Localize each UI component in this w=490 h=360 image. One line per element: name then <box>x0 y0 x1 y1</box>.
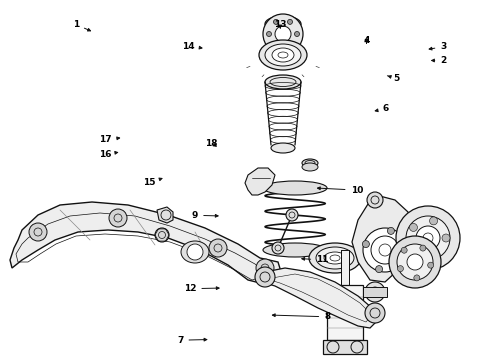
Circle shape <box>155 228 169 242</box>
Circle shape <box>396 206 460 270</box>
Circle shape <box>414 275 420 281</box>
Ellipse shape <box>302 159 318 167</box>
Circle shape <box>288 19 293 24</box>
Bar <box>363 287 387 297</box>
Text: 13: 13 <box>274 20 287 29</box>
Text: 3: 3 <box>429 42 446 51</box>
Circle shape <box>288 44 293 49</box>
Circle shape <box>376 266 383 273</box>
Ellipse shape <box>302 163 318 171</box>
Polygon shape <box>10 202 282 285</box>
Circle shape <box>430 251 438 259</box>
Circle shape <box>406 216 450 260</box>
Text: 10: 10 <box>318 186 363 195</box>
Circle shape <box>428 262 434 268</box>
Circle shape <box>286 209 298 221</box>
Ellipse shape <box>181 241 209 263</box>
Circle shape <box>397 244 433 280</box>
Circle shape <box>430 217 438 225</box>
Circle shape <box>420 245 426 251</box>
Circle shape <box>363 228 407 272</box>
Text: 9: 9 <box>192 211 218 220</box>
Circle shape <box>109 209 127 227</box>
Text: 1: 1 <box>73 20 91 31</box>
Circle shape <box>272 242 284 254</box>
Circle shape <box>29 223 47 241</box>
Circle shape <box>416 226 440 250</box>
Circle shape <box>294 32 299 36</box>
Bar <box>341 250 349 285</box>
Ellipse shape <box>265 44 301 66</box>
Ellipse shape <box>259 40 307 70</box>
Text: 15: 15 <box>143 178 162 188</box>
Circle shape <box>209 239 227 257</box>
Circle shape <box>267 32 271 36</box>
Ellipse shape <box>263 243 327 257</box>
Text: 17: 17 <box>99 135 120 144</box>
Ellipse shape <box>316 247 354 269</box>
Circle shape <box>187 244 203 260</box>
Text: 12: 12 <box>184 284 219 293</box>
Circle shape <box>442 234 450 242</box>
Ellipse shape <box>265 75 301 89</box>
Circle shape <box>275 26 291 42</box>
Text: 5: 5 <box>388 74 399 83</box>
Ellipse shape <box>324 252 346 264</box>
Circle shape <box>407 254 423 270</box>
Ellipse shape <box>263 181 327 195</box>
Text: 14: 14 <box>182 42 202 51</box>
Circle shape <box>255 267 275 287</box>
Circle shape <box>410 224 417 231</box>
Circle shape <box>388 228 394 234</box>
Polygon shape <box>245 168 275 195</box>
Circle shape <box>389 236 441 288</box>
Text: 18: 18 <box>205 139 218 148</box>
Circle shape <box>410 244 417 253</box>
Circle shape <box>397 266 403 272</box>
Text: 4: 4 <box>363 36 370 45</box>
Text: 2: 2 <box>432 56 446 65</box>
Text: 7: 7 <box>177 336 207 345</box>
Circle shape <box>401 247 407 253</box>
Ellipse shape <box>265 16 301 32</box>
Text: 11: 11 <box>302 256 329 264</box>
Circle shape <box>365 282 385 302</box>
Ellipse shape <box>271 143 295 153</box>
Circle shape <box>363 240 369 248</box>
Text: 8: 8 <box>272 312 330 321</box>
Ellipse shape <box>272 48 294 62</box>
Bar <box>323 340 367 354</box>
Polygon shape <box>262 268 380 328</box>
Circle shape <box>263 14 303 54</box>
Circle shape <box>256 259 274 277</box>
Circle shape <box>273 44 278 49</box>
Circle shape <box>273 19 278 24</box>
Text: 6: 6 <box>375 104 389 113</box>
Ellipse shape <box>309 243 361 273</box>
Circle shape <box>367 192 383 208</box>
Bar <box>327 285 363 340</box>
Circle shape <box>401 252 408 260</box>
Circle shape <box>365 303 385 323</box>
Polygon shape <box>352 194 412 282</box>
Polygon shape <box>157 207 173 223</box>
Text: 16: 16 <box>99 150 118 158</box>
